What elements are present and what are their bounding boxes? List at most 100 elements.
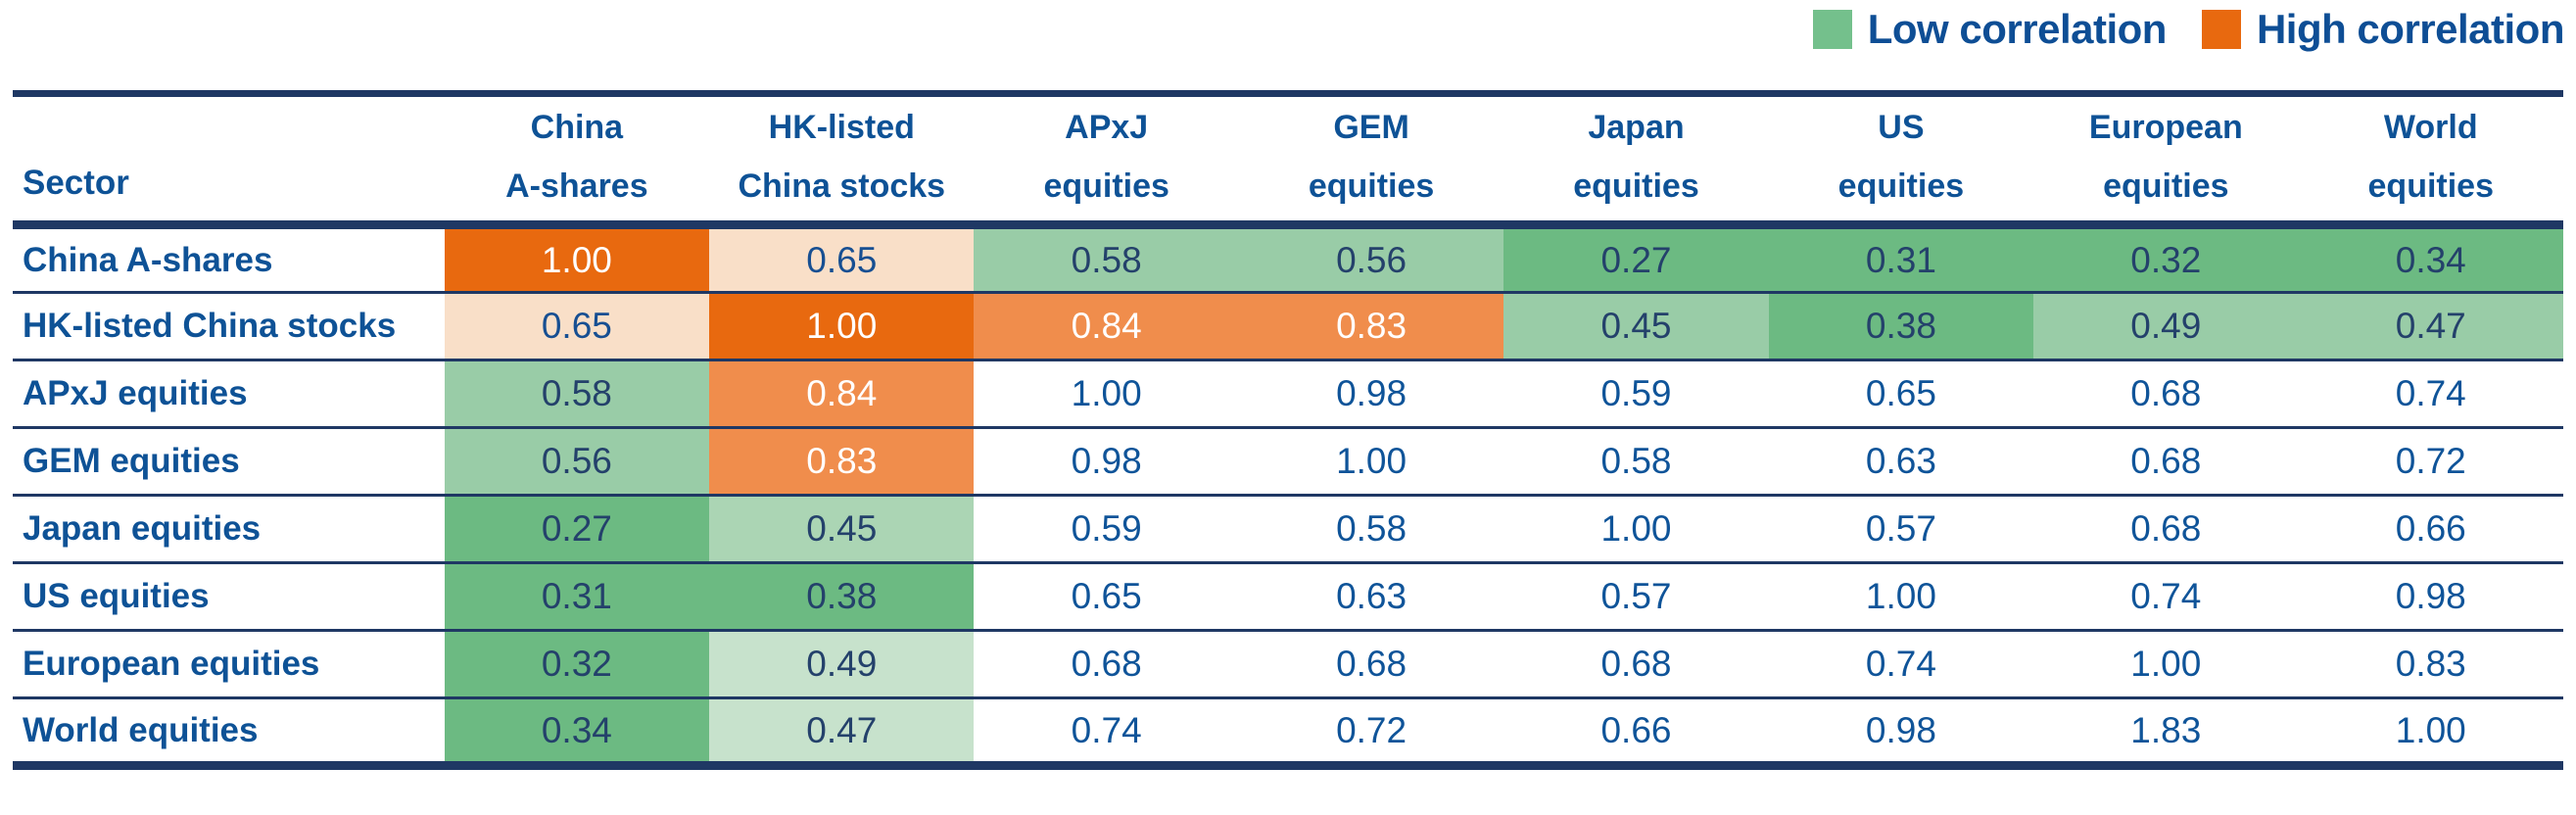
matrix-cell: 0.65 [709, 224, 975, 293]
table-row: US equities 0.31 0.38 0.65 0.63 0.57 1.00 0.74 0… [13, 562, 2563, 631]
column-header-line: US [1878, 109, 1925, 146]
column-header-line: APxJ [1065, 109, 1149, 146]
table-row: World equities 0.34 0.47 0.74 0.72 0.66 0.98 1.… [13, 697, 2563, 766]
matrix-cell: 0.59 [1503, 360, 1769, 428]
legend-label-high: High correlation [2256, 6, 2565, 52]
legend-item-high: High correlation [2201, 6, 2565, 53]
column-header: HK-listed China stocks [709, 94, 974, 225]
matrix-cell: 0.84 [709, 360, 975, 428]
matrix-cell: 0.47 [709, 697, 975, 766]
matrix-cell: 1.00 [444, 224, 710, 293]
correlation-table: Sector China A-shares HK-listed China stock… [13, 90, 2563, 770]
column-header: GEM equities [1239, 94, 1503, 225]
row-label: China A-shares [23, 240, 273, 279]
matrix-cell: 0.98 [1238, 360, 1504, 428]
matrix-cell: 0.83 [2298, 630, 2563, 698]
matrix-cell: 0.38 [709, 562, 975, 631]
matrix-cell: 0.84 [974, 292, 1239, 360]
column-header: World equities [2299, 94, 2563, 225]
column-header: Japan equities [1503, 94, 1768, 225]
matrix-cell: 0.63 [1768, 427, 2034, 496]
matrix-cell: 0.47 [2298, 292, 2563, 360]
matrix-cell: 0.98 [2298, 562, 2563, 631]
matrix-cell: 0.58 [444, 360, 710, 428]
matrix-cell: 0.74 [2033, 562, 2299, 631]
row-label: APxJ equities [23, 374, 248, 412]
matrix-cell: 1.00 [974, 360, 1239, 428]
matrix-cell: 0.98 [974, 427, 1239, 496]
row-label: GEM equities [23, 442, 240, 480]
matrix-cell: 0.74 [1768, 630, 2034, 698]
matrix-cell: 0.83 [709, 427, 975, 496]
matrix-cell: 0.27 [444, 495, 710, 563]
column-header-line: China [530, 109, 624, 146]
header-row: Sector China A-shares HK-listed China stock… [13, 94, 2563, 225]
legend-label-low: Low correlation [1867, 6, 2168, 52]
table-row: European equities 0.32 0.49 0.68 0.68 0.68 0.7… [13, 630, 2563, 698]
legend: Low correlation High correlation [1812, 6, 2565, 53]
column-header-line: equities [2367, 168, 2494, 205]
legend-item-low: Low correlation [1812, 6, 2168, 53]
matrix-cell: 0.27 [1503, 224, 1769, 293]
matrix-cell: 0.72 [2298, 427, 2563, 496]
matrix-cell: 0.74 [2298, 360, 2563, 428]
matrix-cell: 0.49 [2033, 292, 2299, 360]
matrix-cell: 0.68 [1238, 630, 1504, 698]
matrix-cell: 0.56 [444, 427, 710, 496]
column-header-line: equities [1308, 168, 1435, 205]
row-label: World equities [23, 710, 259, 749]
table-body: China A-shares 1.00 0.65 0.58 0.56 0.27 0.31 0.… [13, 224, 2563, 766]
matrix-cell: 0.72 [1238, 697, 1504, 766]
matrix-cell: 0.59 [974, 495, 1239, 563]
matrix-cell: 0.66 [2298, 495, 2563, 563]
table-row: GEM equities 0.56 0.83 0.98 1.00 0.58 0.63 0.68… [13, 427, 2563, 496]
matrix-cell: 0.57 [1768, 495, 2034, 563]
matrix-cell: 0.38 [1768, 292, 2034, 360]
column-header-line: China stocks [738, 168, 946, 205]
matrix-cell: 1.00 [2298, 697, 2563, 766]
column-header-line: equities [1837, 168, 1965, 205]
matrix-cell: 0.65 [1768, 360, 2034, 428]
column-header-line: equities [1573, 168, 1699, 205]
matrix-cell: 0.58 [974, 224, 1239, 293]
column-header-line: GEM [1333, 109, 1409, 146]
column-header-line: equities [1043, 168, 1169, 205]
row-label: European equities [23, 645, 320, 683]
matrix-cell: 0.83 [1238, 292, 1504, 360]
matrix-cell: 0.45 [1503, 292, 1769, 360]
matrix-cell: 0.45 [709, 495, 975, 563]
column-header: China A-shares [445, 94, 709, 225]
matrix-cell: 0.34 [2298, 224, 2563, 293]
column-header-line: Japan [1588, 109, 1685, 146]
matrix-cell: 0.32 [444, 630, 710, 698]
high-correlation-swatch-icon [2201, 10, 2241, 49]
table-row: APxJ equities 0.58 0.84 1.00 0.98 0.59 0.65 0.6… [13, 360, 2563, 428]
matrix-cell: 0.66 [1503, 697, 1769, 766]
table-row: HK-listed China stocks 0.65 1.00 0.84 0.83 0.… [13, 292, 2563, 360]
table-row: China A-shares 1.00 0.65 0.58 0.56 0.27 0.31 0.… [13, 224, 2563, 293]
column-header-line: equities [2103, 168, 2229, 205]
matrix-cell: 1.00 [1238, 427, 1504, 496]
column-header-line: A-shares [505, 168, 648, 205]
matrix-cell: 0.58 [1238, 495, 1504, 563]
matrix-cell: 0.68 [2033, 495, 2299, 563]
row-label: US equities [23, 577, 210, 615]
sector-column-header: Sector [23, 164, 129, 202]
matrix-cell: 1.00 [2033, 630, 2299, 698]
matrix-cell: 0.58 [1503, 427, 1769, 496]
matrix-cell: 0.34 [444, 697, 710, 766]
matrix-cell: 0.68 [974, 630, 1239, 698]
matrix-cell: 0.63 [1238, 562, 1504, 631]
matrix-cell: 0.68 [2033, 360, 2299, 428]
column-header-line: European [2088, 109, 2243, 146]
matrix-cell: 0.31 [444, 562, 710, 631]
column-header: US equities [1769, 94, 2033, 225]
matrix-cell: 0.74 [974, 697, 1239, 766]
matrix-cell: 0.57 [1503, 562, 1769, 631]
matrix-cell: 1.00 [1768, 562, 2034, 631]
matrix-cell: 1.00 [709, 292, 975, 360]
matrix-cell: 0.31 [1768, 224, 2034, 293]
matrix-cell: 0.98 [1768, 697, 2034, 766]
matrix-cell: 1.00 [1503, 495, 1769, 563]
